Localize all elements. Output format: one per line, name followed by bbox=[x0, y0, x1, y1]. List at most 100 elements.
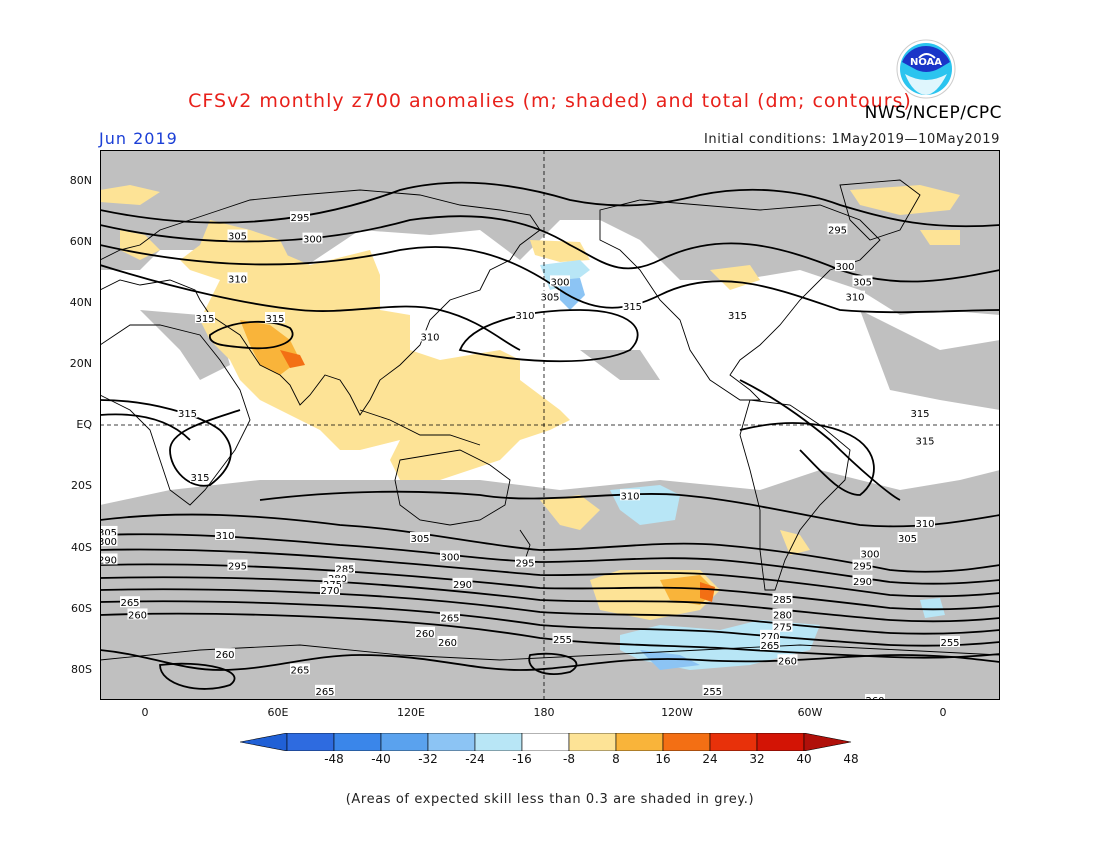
contour-label-bg bbox=[320, 584, 340, 595]
contour-label-bg bbox=[100, 553, 118, 565]
colorbar-swatch bbox=[756, 732, 805, 752]
contour-label: 310 bbox=[915, 519, 934, 530]
contour-label-bg bbox=[897, 532, 918, 544]
contour-label-bg bbox=[440, 611, 460, 623]
contour-label-bg bbox=[552, 632, 573, 644]
contour-label-bg bbox=[227, 272, 248, 284]
colorbar-swatch bbox=[380, 732, 429, 752]
forecast-month: Jun 2019 bbox=[99, 129, 178, 148]
chart-title: CFSv2 monthly z700 anomalies (m; shaded)… bbox=[188, 90, 912, 112]
contour-label: 265 bbox=[120, 598, 139, 609]
contour-label: 315 bbox=[178, 409, 197, 420]
colorbar-tick-label: -16 bbox=[512, 752, 532, 766]
colorbar-tick-label: 24 bbox=[702, 752, 718, 766]
contour-label-bg bbox=[910, 406, 930, 418]
contour-label-bg bbox=[827, 223, 848, 235]
colorbar-tick-label: -32 bbox=[418, 752, 438, 766]
contour-label: 305 bbox=[100, 528, 117, 539]
contour-label: 315 bbox=[728, 311, 747, 322]
contour-label: 285 bbox=[773, 595, 792, 606]
contour-label-bg bbox=[440, 550, 460, 562]
contour-label-bg bbox=[777, 654, 798, 666]
colorbar-tick-label: 8 bbox=[612, 752, 620, 766]
contour-label-bg bbox=[177, 406, 198, 418]
lon-label: 120E bbox=[397, 706, 425, 719]
contour-label: 315 bbox=[915, 436, 934, 447]
contour-label: 265 bbox=[315, 687, 334, 698]
contour-label-bg bbox=[915, 516, 935, 528]
contour-label-bg bbox=[315, 684, 335, 696]
contour-label-bg bbox=[100, 525, 118, 537]
contour-label: 260 bbox=[215, 650, 234, 661]
contour-label: 280 bbox=[773, 610, 792, 621]
contour-label: 270 bbox=[760, 632, 779, 643]
lat-label: 20S bbox=[71, 479, 92, 492]
contour-label-bg bbox=[290, 211, 310, 223]
colorbar-tick-label: -48 bbox=[324, 752, 344, 766]
positive-anomaly-24-32 bbox=[280, 350, 715, 602]
contour-label-bg bbox=[727, 309, 748, 320]
colorbar-swatch bbox=[521, 732, 570, 752]
colorbar-swatch bbox=[568, 732, 617, 752]
contour-label: 310 bbox=[515, 311, 534, 322]
lat-label: 60S bbox=[71, 602, 92, 615]
contour-label-bg bbox=[437, 635, 458, 647]
colorbar-graphic bbox=[239, 732, 852, 752]
colorbar-tick-label: -24 bbox=[465, 752, 485, 766]
contour-label: 265 bbox=[440, 614, 459, 625]
contour-label: 315 bbox=[623, 302, 642, 313]
contour-label: 260 bbox=[778, 656, 797, 667]
contour-label-bg bbox=[865, 694, 885, 700]
contour-label: 265 bbox=[290, 665, 309, 676]
contour-label: 310 bbox=[215, 531, 234, 542]
contour-label-bg bbox=[302, 232, 323, 244]
contour-label: 310 bbox=[620, 491, 639, 502]
contour-label: 290 bbox=[853, 577, 872, 588]
contour-label: 315 bbox=[190, 473, 209, 484]
contour-label: 310 bbox=[845, 293, 864, 304]
contour-label-bg bbox=[415, 626, 435, 638]
contour-label: 315 bbox=[195, 314, 214, 325]
contour-label-bg bbox=[622, 299, 643, 311]
contour-label: 260 bbox=[128, 610, 147, 621]
contour-label-bg bbox=[127, 608, 148, 620]
contour-label: 295 bbox=[290, 213, 309, 224]
contour-label-bg bbox=[772, 608, 793, 620]
lon-label: 60W bbox=[797, 706, 823, 719]
contour-label-bg bbox=[915, 434, 935, 446]
lon-label: 180 bbox=[533, 706, 555, 719]
lat-label: 60N bbox=[69, 235, 92, 248]
lat-label: 80N bbox=[69, 174, 92, 187]
contour-label-bg bbox=[322, 577, 343, 589]
contour-label: 285 bbox=[335, 565, 354, 576]
contour-label-bg bbox=[335, 562, 355, 574]
contour-label-bg bbox=[760, 629, 780, 641]
contour-label-bg bbox=[190, 470, 210, 482]
contour-label: 300 bbox=[440, 552, 459, 563]
contour-label-bg bbox=[540, 290, 560, 302]
contour-label-bg bbox=[550, 275, 570, 287]
contour-label: 260 bbox=[438, 638, 457, 649]
contour-label: 295 bbox=[228, 562, 247, 573]
contour-label-bg bbox=[852, 574, 873, 586]
contour-label: 255 bbox=[703, 687, 722, 698]
contour-label-bg bbox=[290, 663, 310, 675]
colorbar-low-arrow bbox=[239, 732, 288, 752]
colorbar-swatch bbox=[333, 732, 382, 752]
contour-label-group: 2953003053103153103003053103153152953003… bbox=[100, 211, 960, 700]
contour-label: 260 bbox=[415, 629, 434, 640]
contour-label-bg bbox=[845, 290, 865, 302]
colorbar-tick-label: 40 bbox=[796, 752, 812, 766]
contour-label: 300 bbox=[835, 262, 854, 273]
lon-label: 120W bbox=[661, 706, 693, 719]
lon-label: 0 bbox=[141, 706, 149, 719]
contour-label-bg bbox=[265, 312, 285, 324]
agency-label: NWS/NCEP/CPC bbox=[864, 103, 1002, 123]
contour-label-bg bbox=[860, 547, 880, 559]
lon-label: 0 bbox=[939, 706, 947, 719]
contour-label: 300 bbox=[100, 537, 117, 548]
contour-label: 310 bbox=[420, 332, 439, 343]
contour-label: 305 bbox=[540, 293, 559, 304]
contour-label-bg bbox=[835, 260, 855, 272]
contour-label: 275 bbox=[773, 623, 792, 634]
